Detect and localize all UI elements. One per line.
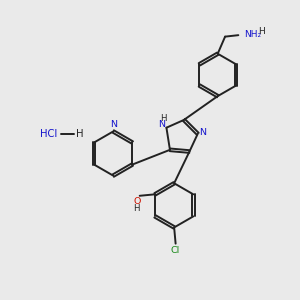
Text: N: N [199,128,206,136]
Text: H: H [134,204,140,213]
Text: O: O [133,196,140,206]
Text: HCl: HCl [40,129,57,139]
Text: H: H [160,114,167,123]
Text: NH₂: NH₂ [244,30,261,39]
Text: N: N [110,121,117,130]
Text: H: H [259,27,265,36]
Text: H: H [76,129,83,139]
Text: Cl: Cl [171,246,180,255]
Text: N: N [158,120,165,129]
